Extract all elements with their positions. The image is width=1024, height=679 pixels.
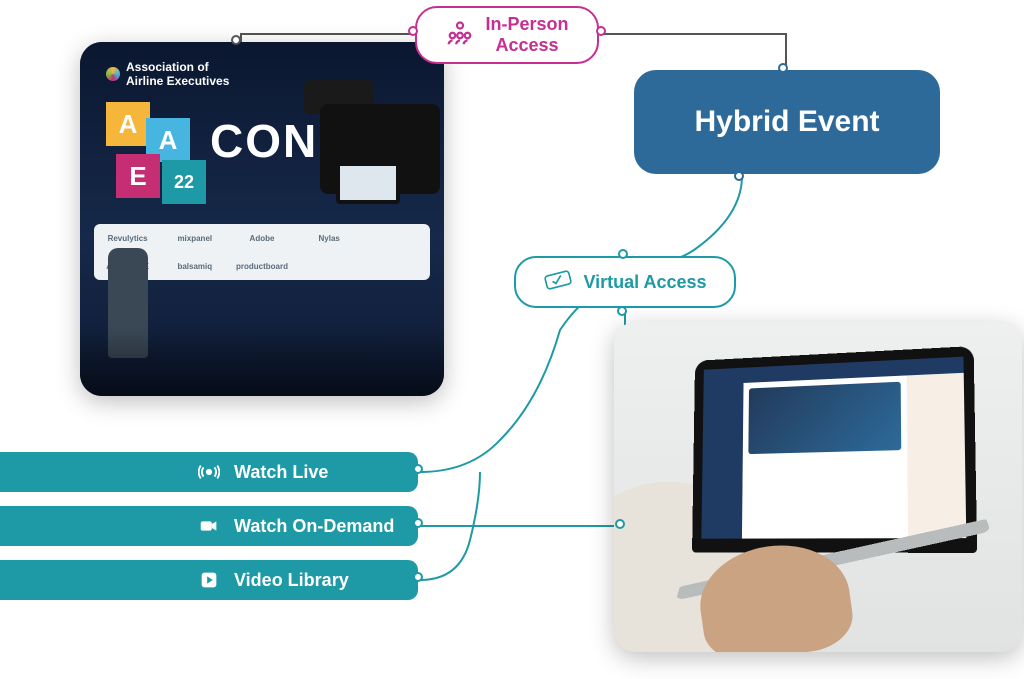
in-person-access-pill: In-Person Access	[415, 6, 599, 64]
event-photo: Association of Airline Executives A A E …	[80, 42, 444, 396]
watch-ondemand-label: Watch On-Demand	[234, 516, 394, 537]
camera-icon	[198, 515, 220, 537]
watch-live-label: Watch Live	[234, 462, 328, 483]
connector-dot	[413, 464, 423, 474]
watch-live-bar: Watch Live	[0, 452, 418, 492]
connector-dot	[617, 306, 627, 316]
org-name: Association of Airline Executives	[106, 60, 229, 88]
connector-dot	[618, 249, 628, 259]
aae-badge: A A E 22	[106, 102, 216, 212]
connector-dot	[615, 519, 625, 529]
connector-dot	[413, 518, 423, 528]
library-icon	[198, 569, 220, 591]
connector-dot	[413, 572, 423, 582]
in-person-label: In-Person Access	[485, 14, 568, 55]
video-library-label: Video Library	[234, 570, 349, 591]
live-icon	[198, 461, 220, 483]
virtual-access-label: Virtual Access	[583, 272, 706, 293]
connector-dot	[408, 26, 418, 36]
connector-dot	[596, 26, 606, 36]
connector-dot	[231, 35, 241, 45]
hybrid-event-label: Hybrid Event	[694, 105, 879, 139]
virtual-access-pill: Virtual Access	[514, 256, 736, 308]
watch-ondemand-bar: Watch On-Demand	[0, 506, 418, 546]
laptop-photo	[614, 322, 1022, 652]
ticket-icon	[543, 267, 573, 298]
connector-dot	[734, 171, 744, 181]
camera-silhouette	[300, 64, 444, 284]
connector-dot	[778, 63, 788, 73]
video-library-bar: Video Library	[0, 560, 418, 600]
hybrid-event-box: Hybrid Event	[634, 70, 940, 174]
people-icon	[445, 18, 475, 53]
